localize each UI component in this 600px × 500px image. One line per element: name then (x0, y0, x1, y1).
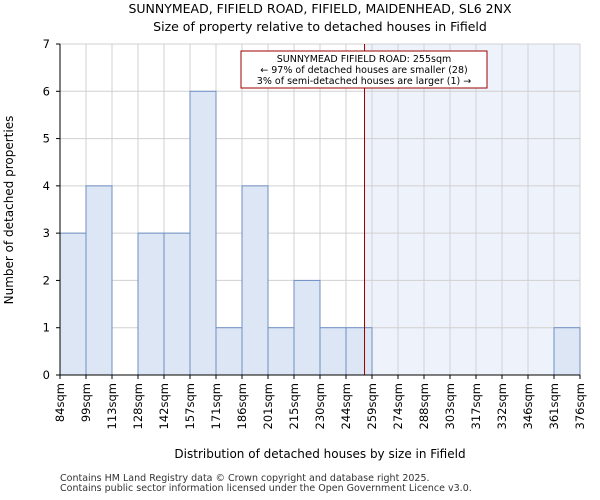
footer-copyright: Contains HM Land Registry data © Crown c… (60, 473, 430, 484)
marker-annotation: SUNNYMEAD FIFIELD ROAD: 255sqm ← 97% of … (240, 50, 488, 89)
bar-128sqm (137, 232, 165, 376)
x-tick-label-113sqm: 113sqm (105, 383, 119, 429)
x-tick-label-186sqm: 186sqm (235, 383, 249, 429)
y-tick-label-7: 7 (43, 37, 50, 51)
bar-201sqm (267, 327, 295, 376)
x-tick-label-317sqm: 317sqm (469, 383, 483, 429)
x-tick-label-244sqm: 244sqm (339, 383, 353, 429)
annotation-box (240, 50, 488, 89)
x-tick-label-274sqm: 274sqm (391, 383, 405, 429)
x-tick-label-303sqm: 303sqm (443, 383, 457, 429)
bar-361sqm (553, 327, 581, 376)
y-tick-label-5: 5 (43, 132, 50, 146)
bar-84sqm (59, 232, 87, 376)
bar-186sqm (241, 185, 269, 376)
y-tick-label-3: 3 (43, 226, 50, 240)
y-axis-label: Number of detached properties (2, 116, 16, 305)
x-tick-label-128sqm: 128sqm (131, 383, 145, 429)
x-tick-label-259sqm: 259sqm (365, 383, 379, 429)
bar-215sqm (293, 279, 321, 376)
annotation-line-1: SUNNYMEAD FIFIELD ROAD: 255sqm (277, 54, 452, 65)
bar-157sqm (189, 90, 217, 376)
bar-171sqm (215, 327, 243, 376)
bar-99sqm (85, 185, 113, 376)
x-tick-label-361sqm: 361sqm (547, 383, 561, 429)
x-tick-label-332sqm: 332sqm (495, 383, 509, 429)
x-tick-label-215sqm: 215sqm (287, 383, 301, 429)
y-tick-label-4: 4 (43, 179, 50, 193)
x-tick-label-99sqm: 99sqm (79, 383, 93, 422)
x-tick-label-171sqm: 171sqm (209, 383, 223, 429)
y-tick-label-0: 0 (43, 368, 50, 382)
annotation-line-2: ← 97% of detached houses are smaller (28… (260, 65, 467, 76)
y-tick-label-1: 1 (43, 321, 50, 335)
x-tick-label-157sqm: 157sqm (183, 383, 197, 429)
chart-title: SUNNYMEAD, FIFIELD ROAD, FIFIELD, MAIDEN… (128, 1, 511, 16)
x-tick-label-346sqm: 346sqm (521, 383, 535, 429)
annotation-line-3: 3% of semi-detached houses are larger (1… (257, 76, 471, 87)
x-tick-label-230sqm: 230sqm (313, 383, 327, 429)
y-tick-label-2: 2 (43, 273, 50, 287)
footer-licence: Contains public sector information licen… (60, 483, 472, 494)
x-axis-label: Distribution of detached houses by size … (174, 447, 465, 461)
x-tick-label-376sqm: 376sqm (573, 383, 587, 429)
bar-244sqm (345, 327, 373, 376)
chart-subtitle: Size of property relative to detached ho… (153, 19, 487, 34)
x-tick-label-288sqm: 288sqm (417, 383, 431, 429)
larger-region-shade (364, 44, 580, 375)
x-tick-label-142sqm: 142sqm (157, 383, 171, 429)
bar-142sqm (163, 232, 191, 376)
y-tick-label-6: 6 (43, 84, 50, 98)
bar-230sqm (319, 327, 347, 376)
x-tick-label-201sqm: 201sqm (261, 383, 275, 429)
x-tick-label-84sqm: 84sqm (53, 383, 67, 422)
